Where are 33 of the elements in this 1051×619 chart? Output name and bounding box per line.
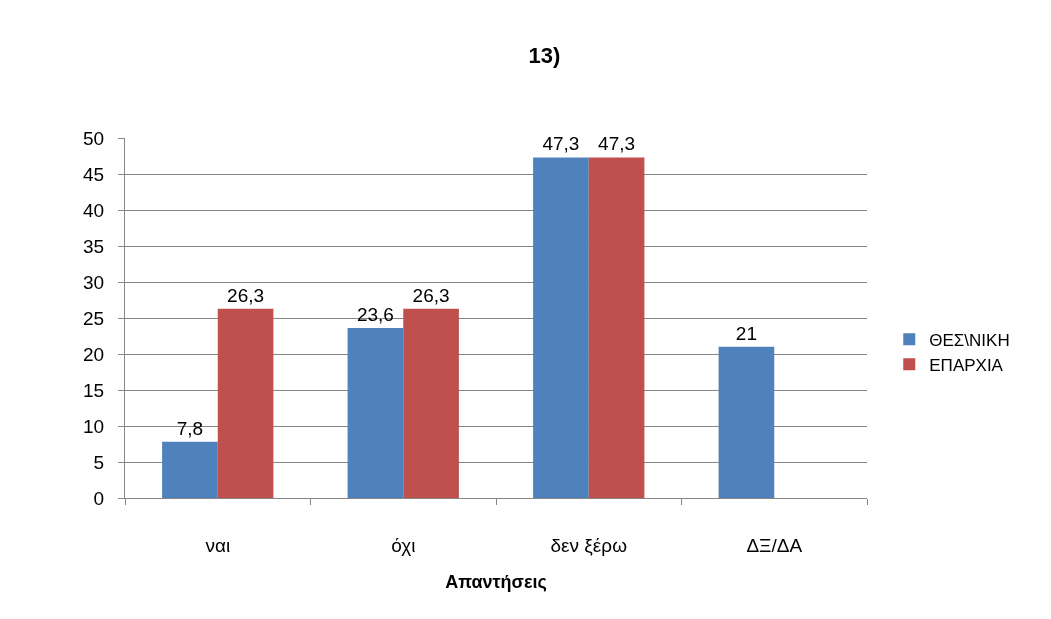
bar — [588, 157, 645, 498]
data-label: 23,6 — [356, 304, 394, 326]
data-label: 26,3 — [227, 284, 265, 306]
x-tick-label: δεν ξέρω — [550, 534, 628, 556]
legend-label: ΕΠΑΡΧΙΑ — [929, 355, 1004, 375]
y-tick-label: 5 — [93, 451, 105, 473]
y-tick-label: 35 — [83, 235, 105, 257]
x-axis-title: Απαντήσεις — [445, 571, 547, 592]
legend-label: ΘΕΣ\ΝΙΚΗ — [929, 330, 1010, 350]
bar — [718, 346, 775, 498]
y-tick-label: 45 — [83, 163, 105, 185]
x-tick-label: ΔΞ/ΔΑ — [746, 534, 803, 556]
chart-title: 13) — [528, 43, 561, 69]
data-label: 21 — [735, 322, 757, 344]
y-tick-label: 50 — [83, 127, 105, 149]
y-tick-label: 40 — [83, 199, 105, 221]
data-label: 47,3 — [598, 133, 636, 155]
y-tick-label: 30 — [83, 271, 105, 293]
bar — [162, 441, 218, 498]
y-tick-label: 15 — [83, 379, 105, 401]
y-tick-label: 20 — [83, 343, 105, 365]
bar — [403, 308, 459, 498]
bar — [533, 157, 589, 498]
data-label: 47,3 — [542, 133, 580, 155]
y-tick-label: 25 — [83, 307, 105, 329]
bar — [217, 308, 274, 498]
y-tick-label: 0 — [93, 487, 105, 509]
data-label: 26,3 — [412, 284, 450, 306]
y-tick-label: 10 — [83, 415, 105, 437]
data-label: 7,8 — [176, 417, 204, 439]
bar — [347, 328, 404, 498]
x-tick-label: όχι — [391, 534, 416, 556]
x-tick-label: ναι — [205, 534, 231, 556]
